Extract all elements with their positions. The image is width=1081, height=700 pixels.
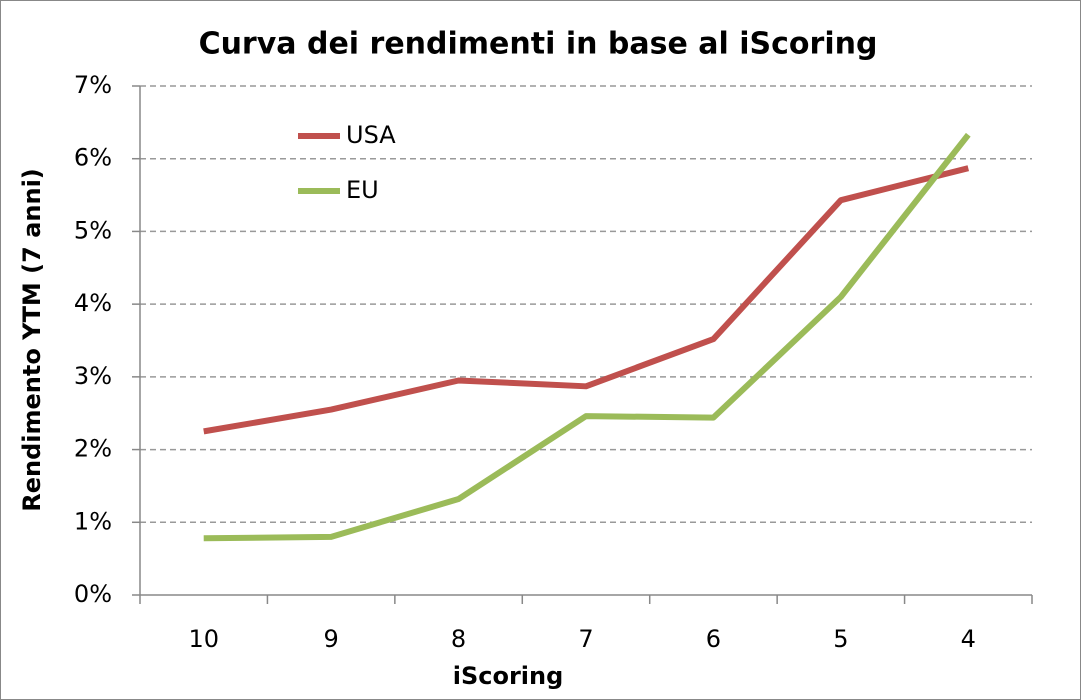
x-tick-label: 6 bbox=[706, 625, 721, 653]
legend-label: EU bbox=[346, 176, 379, 204]
x-tick-label: 7 bbox=[578, 625, 593, 653]
x-tick-label: 4 bbox=[961, 625, 976, 653]
series-line bbox=[203, 165, 970, 435]
chart-title: Curva dei rendimenti in base al iScoring bbox=[199, 27, 878, 62]
x-tick-label: 5 bbox=[833, 625, 848, 653]
x-tick-label: 8 bbox=[451, 625, 466, 653]
x-tick-label: 9 bbox=[324, 625, 339, 653]
series-line bbox=[203, 132, 971, 542]
y-tick-label: 0% bbox=[74, 580, 112, 608]
legend-label: USA bbox=[346, 121, 396, 149]
y-tick-label: 6% bbox=[74, 144, 112, 172]
x-tick-label: 10 bbox=[188, 625, 219, 653]
y-tick-label: 1% bbox=[74, 507, 112, 535]
y-tick-label: 4% bbox=[74, 289, 112, 317]
y-tick-label: 5% bbox=[74, 216, 112, 244]
y-axis-title: Rendimento YTM (7 anni) bbox=[18, 168, 46, 512]
y-tick-label: 2% bbox=[74, 435, 112, 463]
y-tick-label: 7% bbox=[74, 71, 112, 99]
y-tick-label: 3% bbox=[74, 362, 112, 390]
x-axis-title: iScoring bbox=[453, 662, 564, 690]
